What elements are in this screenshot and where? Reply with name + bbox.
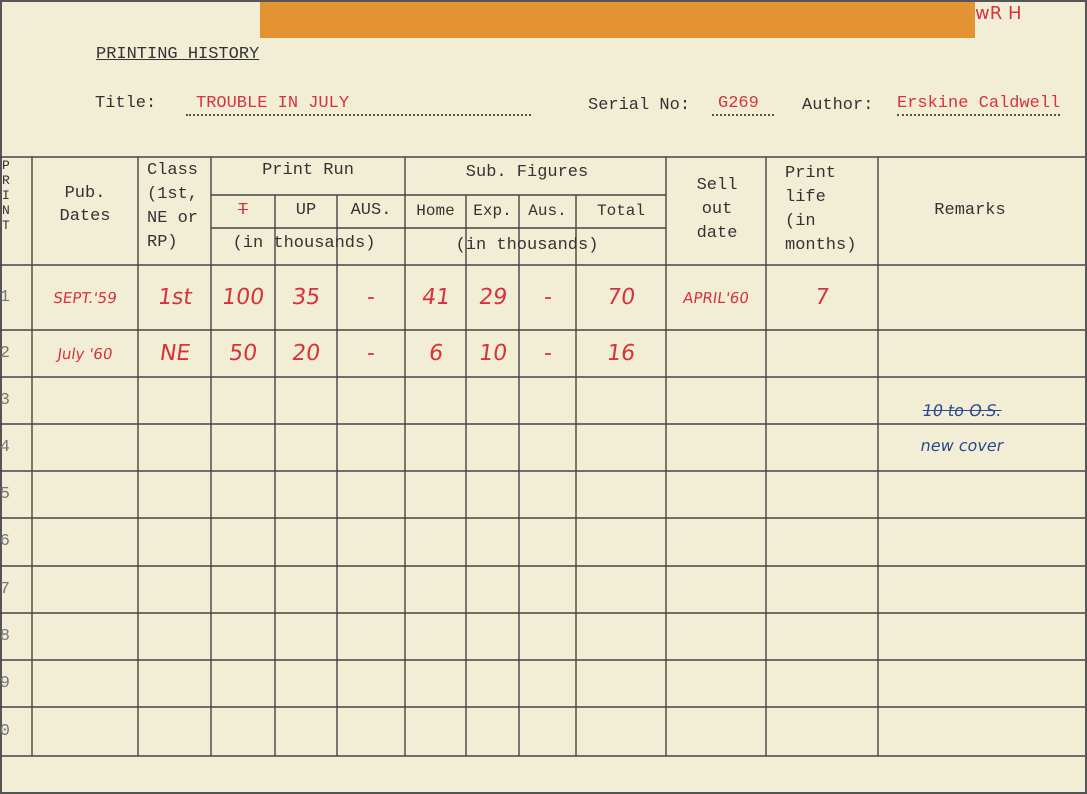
row-number: 3 (0, 390, 10, 410)
header: date (696, 224, 738, 243)
title-value: TROUBLE IN JULY (196, 94, 350, 113)
cell-value: 20 (290, 340, 322, 366)
header: Dates (59, 207, 111, 226)
header: Remarks (934, 201, 1006, 220)
header: NE or (147, 209, 199, 228)
header: UP (295, 201, 317, 220)
header: Class (147, 161, 199, 180)
header: AUS. (350, 201, 392, 220)
cell-value: 35 (290, 284, 322, 310)
header: Pub. (64, 184, 106, 203)
cell-value: July '60 (56, 344, 114, 363)
header: Sell (696, 176, 738, 195)
serial-value: G269 (718, 94, 759, 113)
remark: new cover (918, 435, 1005, 455)
cell-value: 100 (220, 284, 266, 310)
cell-value: 16 (605, 340, 637, 366)
header: RP) (147, 233, 178, 252)
cell-value: APRIL'60 (681, 288, 751, 307)
row-number: 6 (0, 532, 10, 551)
cell-value: 50 (227, 340, 259, 366)
row-number: 10 (0, 721, 10, 741)
row-number: 5 (0, 484, 10, 504)
row-number: 9 (0, 673, 10, 693)
form-title: PRINTING HISTORY (96, 45, 260, 64)
row-number: 1 (0, 287, 10, 307)
row-number: 7 (0, 579, 10, 599)
header: Exp. (473, 202, 512, 220)
cell-value: 6 (426, 340, 445, 366)
print-letter: P (2, 158, 10, 173)
row-number: 8 (0, 626, 10, 646)
header: T (237, 201, 249, 220)
header: Total (596, 202, 646, 220)
header: out (701, 200, 733, 219)
serial-label: Serial No: (588, 96, 691, 115)
cell-value: SEPT.'59 (52, 288, 118, 307)
row-number: 4 (0, 437, 10, 457)
header: Aus. (528, 202, 567, 220)
header: (in thousands) (455, 236, 599, 255)
cell-value: 41 (419, 284, 452, 310)
corner-note: wR H (975, 3, 1022, 24)
tape (260, 0, 975, 38)
header: Home (416, 202, 455, 220)
print-letter: R (2, 173, 10, 188)
header: months) (785, 236, 857, 255)
remark: 10 to O.S. (920, 400, 1003, 420)
title-label: Title: (95, 94, 157, 113)
serial-line: G269 (712, 94, 774, 116)
cell-value: 29 (476, 284, 509, 310)
header: Print (785, 164, 837, 183)
header: life (785, 188, 826, 207)
print-letter: T (2, 218, 10, 233)
author-value: Erskine Caldwell (897, 94, 1061, 113)
title-line: TROUBLE IN JULY (186, 94, 531, 116)
author-label: Author: (802, 96, 874, 115)
cell-value: 7 (813, 284, 831, 310)
header: (in (785, 212, 816, 231)
cell-value: 10 (476, 340, 509, 366)
header: (1st, (147, 185, 199, 204)
header: Print Run (262, 161, 354, 180)
cell-value: 70 (605, 284, 637, 310)
header: (in thousands) (232, 234, 376, 253)
print-letter: I (2, 188, 10, 203)
row-number: 2 (0, 343, 10, 363)
author-line: Erskine Caldwell (897, 94, 1061, 116)
cell-value: NE (157, 340, 192, 366)
header: Sub. Figures (465, 163, 589, 182)
cell-value: 1st (155, 284, 194, 310)
print-letter: N (2, 203, 10, 218)
